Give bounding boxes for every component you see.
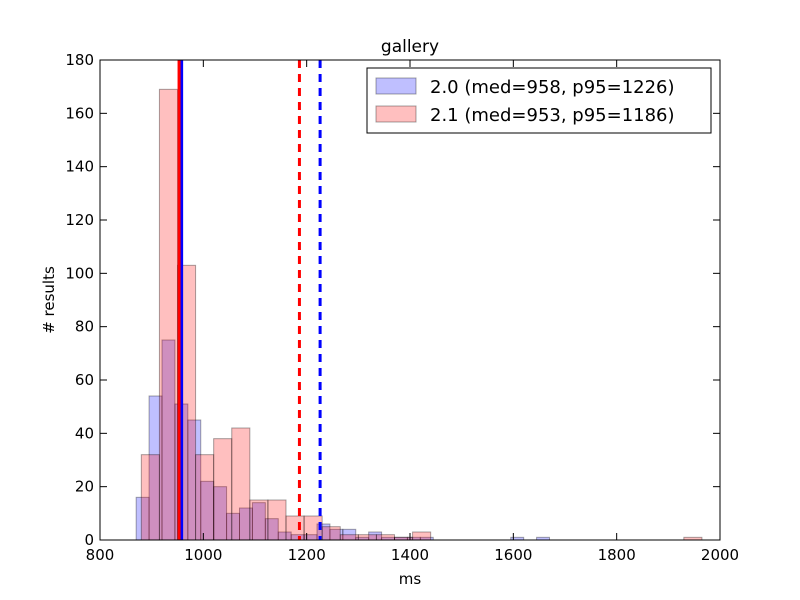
y-tick-label: 20 (75, 478, 94, 496)
histogram-bar (357, 534, 377, 541)
x-tick-label: 1200 (288, 546, 326, 564)
y-axis-label: # results (40, 266, 58, 334)
median-p95-lines (177, 60, 322, 540)
chart-title: gallery (381, 37, 439, 57)
histogram-bar (231, 427, 251, 541)
x-tick-label: 1400 (391, 546, 429, 564)
histogram-bar (321, 526, 341, 541)
y-tick-label: 140 (65, 158, 94, 176)
x-tick-label: 2000 (701, 546, 739, 564)
legend-swatch-2-0 (375, 77, 417, 95)
y-tick-label: 100 (65, 264, 94, 282)
legend: 2.0 (med=958, p95=1226) 2.1 (med=953, p9… (366, 67, 712, 134)
histogram-bar (195, 454, 215, 541)
legend-swatch-2-1 (375, 105, 417, 123)
x-tick-label: 800 (86, 546, 115, 564)
legend-label-2-0: 2.0 (med=958, p95=1226) (430, 77, 675, 98)
x-tick-label: 1000 (184, 546, 222, 564)
axes: 800 1000 1200 1400 1600 1800 2000 0 20 40 60 80 100 1… (65, 51, 739, 564)
y-tick-label: 40 (75, 424, 94, 442)
x-tick-label: 1600 (494, 546, 532, 564)
histogram-bar (339, 534, 359, 541)
y-tick-label: 160 (65, 104, 94, 122)
histogram-bar (375, 534, 395, 541)
x-tick-label: 1800 (598, 546, 636, 564)
y-tick-label: 0 (84, 531, 94, 549)
histogram-bar (249, 499, 269, 541)
legend-box (366, 67, 712, 134)
legend-label-2-1: 2.1 (med=953, p95=1186) (430, 105, 675, 126)
histogram-bar (285, 515, 305, 541)
bars-layer (135, 88, 703, 541)
histogram-bar (140, 454, 160, 541)
x-axis-label: ms (399, 570, 422, 588)
y-tick-label: 80 (75, 318, 94, 336)
histogram-bar (213, 438, 233, 541)
histogram-bar (158, 88, 179, 541)
y-tick-label: 180 (65, 51, 94, 69)
y-tick-label: 60 (75, 371, 94, 389)
y-tick-label: 120 (65, 211, 94, 229)
histogram-bar (412, 531, 432, 541)
histogram-bar (267, 499, 287, 541)
